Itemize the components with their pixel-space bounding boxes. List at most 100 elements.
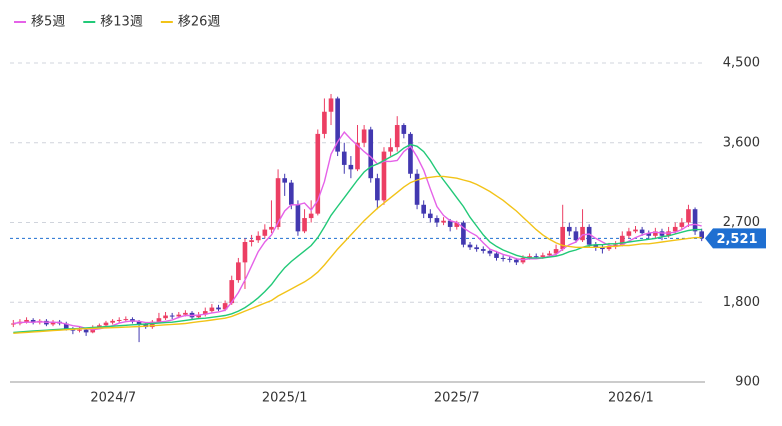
candle-body: [30, 319, 36, 323]
x-tick-label: 2025/1: [262, 391, 308, 406]
candle-body: [202, 311, 208, 315]
candle-body: [447, 220, 453, 227]
candle-body: [593, 244, 599, 248]
ma-line: [13, 143, 702, 334]
candle-body: [566, 226, 572, 232]
candle-body: [388, 147, 393, 152]
candle-body: [116, 319, 122, 321]
candle-body: [487, 250, 493, 254]
candle-body: [613, 244, 618, 247]
candle-body: [686, 209, 691, 223]
legend-label: 移26週: [178, 15, 221, 30]
candle-body: [480, 249, 486, 251]
y-tick-label: 4,500: [723, 56, 760, 71]
y-tick-label: 1,800: [723, 295, 760, 310]
candle-body: [507, 258, 513, 260]
y-tick-label: 2,700: [723, 215, 760, 230]
candle-body: [322, 111, 327, 134]
candle-body: [24, 319, 29, 322]
candle-body: [500, 257, 506, 259]
candle-body: [653, 231, 658, 236]
candle-body: [586, 226, 592, 245]
candle-body: [315, 133, 321, 214]
candle-body: [236, 262, 241, 281]
legend-label: 移5週: [31, 15, 65, 30]
candle-body: [375, 178, 380, 201]
last-price-label: 2,521: [716, 232, 757, 247]
candle-body: [288, 182, 294, 205]
candle-body: [692, 209, 698, 232]
candle-body: [103, 322, 109, 326]
y-tick-label: 900: [735, 375, 760, 390]
candle-body: [209, 307, 215, 312]
candle-body: [401, 125, 407, 134]
candle-body: [156, 318, 162, 322]
candle-body: [461, 222, 466, 245]
candle-body: [341, 151, 347, 165]
candle-body: [394, 125, 400, 148]
candle-body: [494, 253, 499, 258]
candle-body: [216, 307, 221, 310]
candle-body: [348, 164, 354, 170]
candle-body: [361, 129, 367, 143]
x-tick-label: 2024/7: [90, 391, 136, 406]
x-tick-label: 2026/1: [608, 391, 654, 406]
candle-body: [242, 241, 248, 263]
candle-body: [421, 204, 427, 214]
candle-body: [672, 226, 678, 232]
candle-body: [10, 323, 16, 325]
candle-body: [269, 226, 274, 230]
candle-body: [149, 321, 155, 328]
candle-body: [553, 249, 559, 254]
candle-body: [533, 256, 539, 258]
candle-body: [474, 247, 479, 250]
candle-body: [454, 222, 460, 227]
candle-body: [606, 246, 612, 250]
candle-body: [540, 255, 546, 258]
candle-body: [136, 321, 142, 325]
candle-body: [573, 231, 579, 241]
candle-body: [163, 315, 168, 319]
candle-body: [408, 133, 413, 174]
legend-label: 移13週: [100, 15, 143, 30]
last-price-tag: [705, 228, 766, 249]
candle-body: [249, 240, 254, 242]
candle-body: [467, 244, 473, 248]
candle-body: [302, 218, 307, 232]
candle-body: [169, 315, 175, 317]
candle-body: [77, 329, 82, 331]
x-tick-label: 2025/7: [434, 391, 480, 406]
candle-body: [110, 320, 115, 323]
candle-body: [275, 178, 281, 227]
candle-body: [580, 226, 585, 241]
candle-body: [547, 253, 552, 256]
candle-body: [255, 235, 261, 241]
candle-body: [335, 98, 340, 152]
candle-body: [427, 213, 433, 219]
candle-body: [679, 222, 685, 227]
candle-body: [646, 233, 652, 236]
candle-body: [63, 323, 69, 329]
candle-body: [560, 226, 566, 250]
candle-body: [434, 218, 440, 223]
candle-body: [222, 303, 228, 310]
candle-body: [368, 129, 374, 179]
ma-line: [13, 130, 702, 331]
candle-body: [308, 213, 314, 219]
candle-body: [441, 220, 446, 223]
candle-body: [633, 229, 638, 232]
candle-body: [381, 151, 387, 201]
candle-body: [355, 142, 360, 170]
candle-body: [282, 178, 288, 183]
candle-body: [699, 231, 705, 239]
ma-line: [13, 175, 702, 334]
candle-body: [50, 321, 56, 325]
y-tick-label: 3,600: [723, 135, 760, 150]
candle-body: [97, 325, 102, 328]
candle-body: [328, 98, 334, 112]
candle-body: [600, 247, 605, 250]
candle-body: [295, 204, 301, 232]
candle-body: [123, 319, 129, 321]
candle-body: [639, 229, 645, 234]
